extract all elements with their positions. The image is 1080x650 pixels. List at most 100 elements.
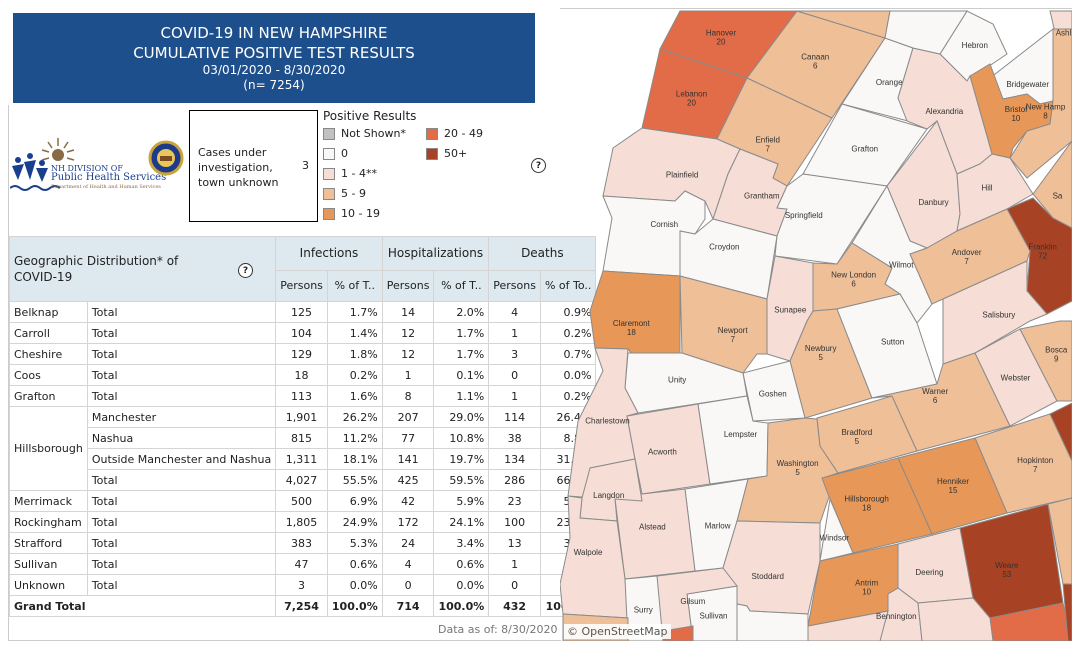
value-cell: 42 bbox=[381, 490, 435, 512]
title-banner: COVID-19 IN NEW HAMPSHIRE CUMULATIVE POS… bbox=[13, 13, 535, 103]
value-cell: 1,901 bbox=[275, 406, 328, 428]
value-cell: 100.0% bbox=[326, 595, 383, 617]
table-help-icon[interactable]: ? bbox=[238, 263, 253, 278]
town-label: Wilmot bbox=[889, 261, 914, 270]
town-label: Hillsborough bbox=[844, 494, 888, 503]
legend-item[interactable]: 20 - 49 bbox=[426, 127, 483, 140]
town-map[interactable]: Hanover 20 Lebanon 20 Canaan 6 Enfield 7 Orange H… bbox=[560, 8, 1072, 641]
county-name: Grafton bbox=[9, 385, 88, 407]
value-cell: 2.0% bbox=[433, 301, 490, 323]
county-name: Coos bbox=[9, 364, 88, 386]
town-label: Windsor bbox=[820, 534, 850, 543]
town-franklin[interactable] bbox=[1006, 197, 1072, 315]
legend-swatch bbox=[323, 127, 335, 140]
town-area[interactable] bbox=[1062, 583, 1072, 641]
title-line-1: COVID-19 IN NEW HAMPSHIRE bbox=[160, 24, 388, 42]
value-cell: 0.2% bbox=[539, 385, 597, 407]
value-cell: 0.6% bbox=[326, 553, 383, 575]
legend-item[interactable]: 50+ bbox=[426, 147, 467, 160]
sub-region: Total bbox=[86, 490, 277, 512]
town-area[interactable] bbox=[917, 597, 994, 641]
town-label: Cornish bbox=[651, 220, 679, 229]
town-area[interactable] bbox=[736, 603, 809, 641]
value-cell: 23 bbox=[488, 490, 541, 512]
county-name: Carroll bbox=[9, 322, 88, 344]
town-label: Antrim bbox=[855, 578, 878, 587]
value-cell: 1.1% bbox=[433, 385, 490, 407]
town-sa[interactable] bbox=[1032, 140, 1072, 229]
legend-item[interactable]: 10 - 19 bbox=[323, 207, 380, 220]
town-sutton[interactable] bbox=[836, 293, 938, 399]
sub-region: Manchester bbox=[86, 406, 277, 428]
value-cell: 77 bbox=[381, 427, 435, 449]
value-cell: 10.8% bbox=[433, 427, 490, 449]
title-line-2: CUMULATIVE POSITIVE TEST RESULTS bbox=[133, 44, 415, 62]
cases-under-investigation-label: Cases under investigation, town unknown bbox=[198, 146, 279, 189]
cases-under-investigation-box: Cases under investigation, town unknown … bbox=[189, 110, 318, 222]
value-cell: 19.7% bbox=[433, 448, 490, 470]
town-bosca[interactable] bbox=[1019, 320, 1072, 402]
table-row: Hillsborough Manchester 1,901 26.2% 207 29.0%… bbox=[9, 406, 597, 491]
value-cell: 1.6% bbox=[326, 385, 383, 407]
date-range: 03/01/2020 - 8/30/2020 bbox=[202, 63, 346, 77]
value-cell: 0.6% bbox=[433, 553, 490, 575]
town-area[interactable] bbox=[1047, 497, 1072, 585]
table-row: Outside Manchester and Nashua 1,311 18.1% 1… bbox=[10, 448, 597, 470]
value-cell: 7,254 bbox=[275, 595, 328, 617]
legend-swatch bbox=[323, 207, 335, 220]
town-stoddard[interactable] bbox=[722, 520, 821, 615]
value-cell: 0 bbox=[488, 574, 541, 596]
total-count: (n= 7254) bbox=[243, 78, 305, 92]
logo-line-1: NH DIVISION OF bbox=[51, 164, 123, 173]
header-deaths: Deaths bbox=[488, 236, 597, 271]
legend-item[interactable]: 5 - 9 bbox=[323, 187, 366, 200]
town-count: 20 bbox=[717, 37, 726, 46]
sub-region: Total bbox=[86, 322, 277, 344]
town-label: Gilsum bbox=[680, 597, 705, 606]
value-cell: 104 bbox=[275, 322, 328, 344]
sub-region: Outside Manchester and Nashua bbox=[86, 448, 277, 470]
value-cell: 1,311 bbox=[275, 448, 328, 470]
town-label: Deering bbox=[915, 568, 943, 577]
sub-region: Total bbox=[86, 511, 277, 533]
town-hillsborough[interactable] bbox=[821, 457, 933, 554]
left-panel bbox=[8, 105, 561, 641]
value-cell: 425 bbox=[381, 469, 435, 491]
town-bradford[interactable] bbox=[816, 395, 918, 474]
legend-item[interactable]: 1 - 4** bbox=[323, 167, 377, 180]
town-label: Bosca bbox=[1045, 346, 1068, 355]
value-cell: 24 bbox=[381, 532, 435, 554]
town-area[interactable] bbox=[884, 10, 968, 55]
town-count: 10 bbox=[862, 587, 871, 596]
value-cell: 29.0% bbox=[433, 406, 490, 428]
value-cell: 38 bbox=[488, 427, 541, 449]
table-row: RockinghamTotal1,80524.9%17224.1%10023.1… bbox=[9, 511, 597, 533]
map-attribution[interactable]: © OpenStreetMap bbox=[564, 624, 671, 639]
town-acworth[interactable] bbox=[626, 403, 711, 495]
logo-line-3: Department of Health and Human Services bbox=[51, 184, 161, 190]
town-label: Andover bbox=[952, 248, 982, 257]
town-gilsum[interactable] bbox=[656, 567, 738, 641]
subheader: Persons bbox=[488, 269, 541, 303]
county-name: Merrimack bbox=[9, 490, 88, 512]
town-label: Newbury bbox=[805, 344, 837, 353]
value-cell: 1 bbox=[488, 385, 541, 407]
value-cell: 1 bbox=[381, 364, 435, 386]
town-label: Plainfield bbox=[666, 171, 698, 180]
legend-item[interactable]: Not Shown* bbox=[323, 127, 406, 140]
sub-region: Total bbox=[86, 385, 277, 407]
town-claremont[interactable] bbox=[589, 270, 681, 363]
legend-swatch bbox=[323, 147, 335, 160]
legend-help-icon[interactable]: ? bbox=[531, 158, 546, 173]
value-cell: 3 bbox=[275, 574, 328, 596]
town-area[interactable] bbox=[1049, 402, 1072, 462]
town-count: 20 bbox=[687, 99, 696, 108]
value-cell: 3 bbox=[488, 343, 541, 365]
town-alstead[interactable] bbox=[614, 488, 696, 580]
county-name: Belknap bbox=[9, 301, 88, 323]
legend-item[interactable]: 0 bbox=[323, 147, 348, 160]
value-cell: 134 bbox=[488, 448, 541, 470]
value-cell: 55.5% bbox=[326, 469, 383, 491]
